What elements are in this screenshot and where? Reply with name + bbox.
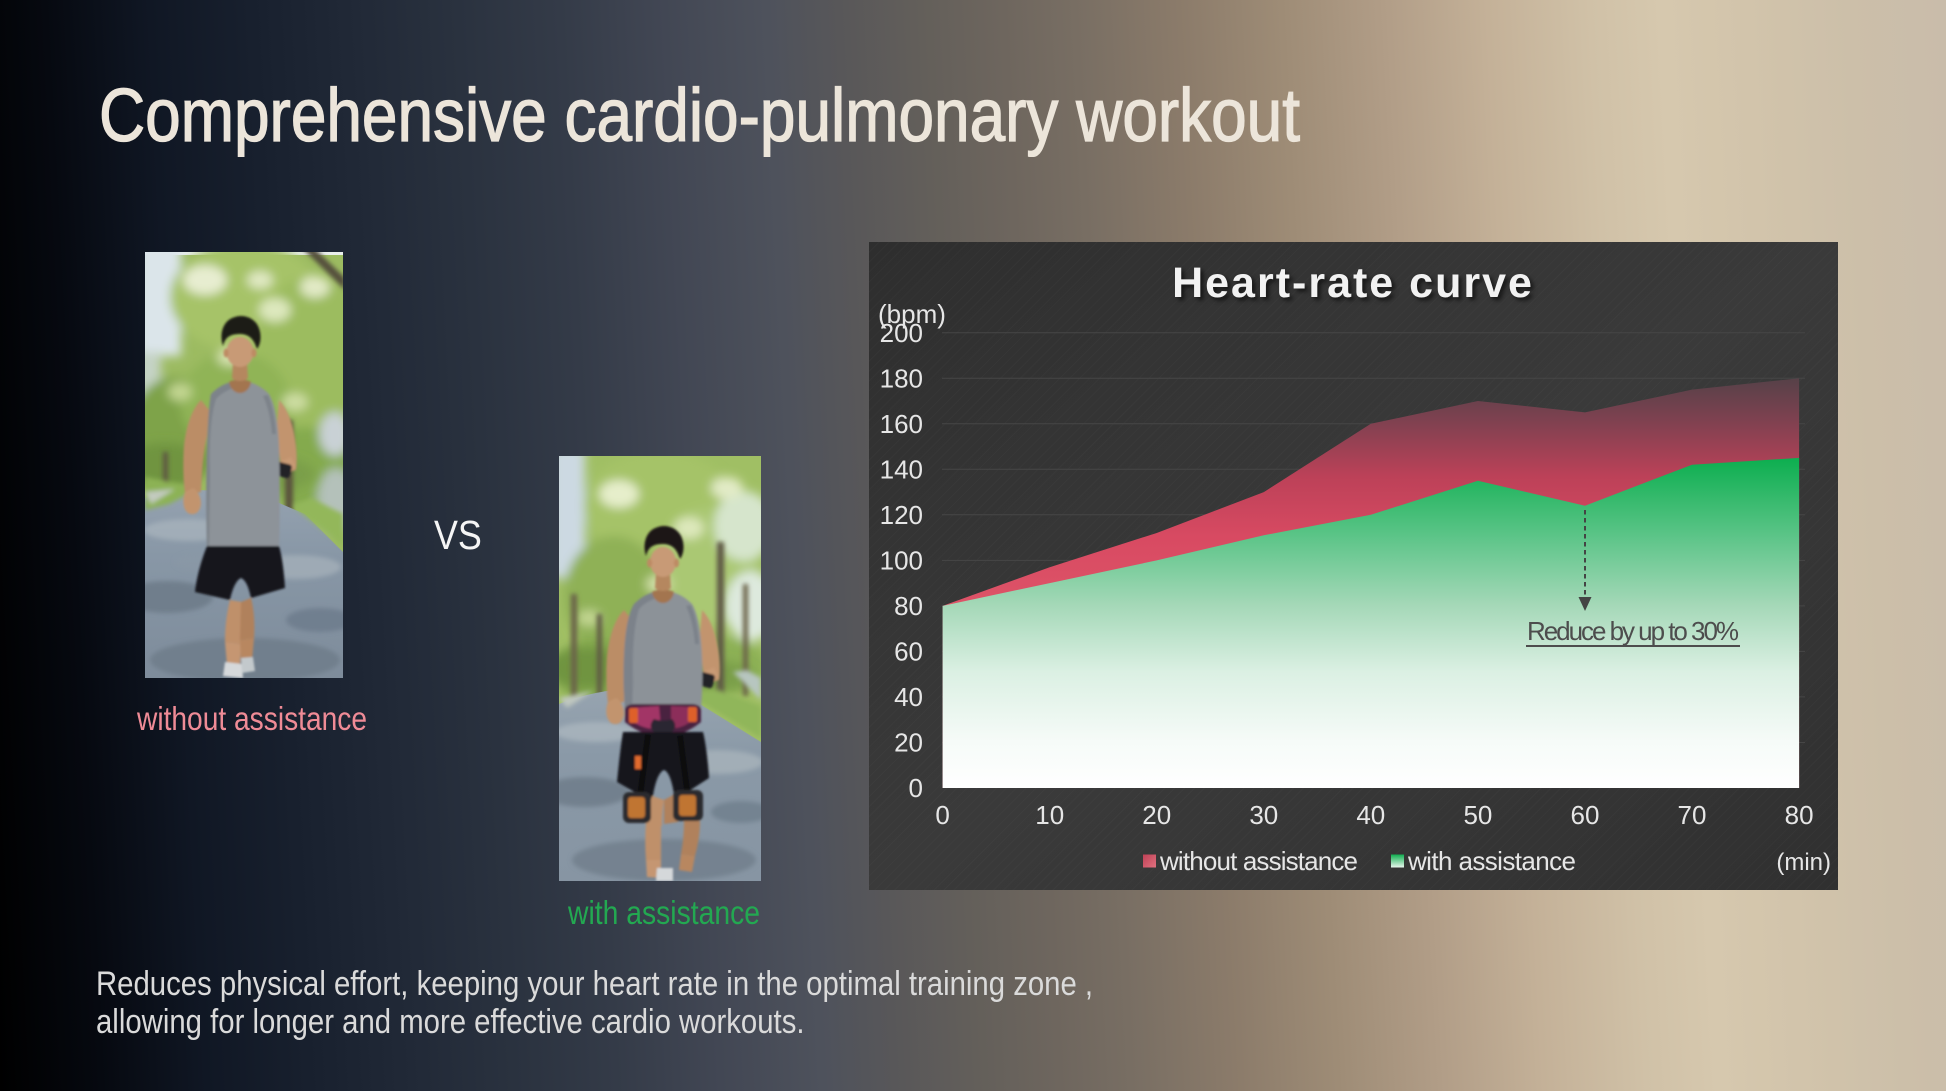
svg-text:40: 40 <box>1356 800 1385 830</box>
svg-text:120: 120 <box>880 500 923 530</box>
svg-text:40: 40 <box>894 682 923 712</box>
svg-text:without assistance: without assistance <box>1159 846 1358 876</box>
svg-text:160: 160 <box>880 409 923 439</box>
svg-text:with assistance: with assistance <box>1407 846 1576 876</box>
svg-text:140: 140 <box>880 455 923 485</box>
svg-text:180: 180 <box>880 364 923 394</box>
svg-text:60: 60 <box>894 637 923 667</box>
svg-text:100: 100 <box>880 546 923 576</box>
svg-text:80: 80 <box>1785 800 1814 830</box>
svg-text:80: 80 <box>894 591 923 621</box>
svg-text:(bpm): (bpm) <box>878 299 946 329</box>
svg-text:200: 200 <box>880 318 923 348</box>
svg-text:Reduce by up to 30%: Reduce by up to 30% <box>1527 616 1739 646</box>
svg-text:0: 0 <box>909 773 923 803</box>
svg-text:(min): (min) <box>1776 849 1831 876</box>
svg-text:20: 20 <box>894 728 923 758</box>
svg-text:50: 50 <box>1463 800 1492 830</box>
svg-text:60: 60 <box>1571 800 1600 830</box>
svg-text:0: 0 <box>935 800 949 830</box>
svg-text:30: 30 <box>1249 800 1278 830</box>
svg-text:10: 10 <box>1035 800 1064 830</box>
svg-text:20: 20 <box>1142 800 1171 830</box>
svg-text:Heart-rate curve: Heart-rate curve <box>1172 259 1534 307</box>
svg-text:70: 70 <box>1678 800 1707 830</box>
